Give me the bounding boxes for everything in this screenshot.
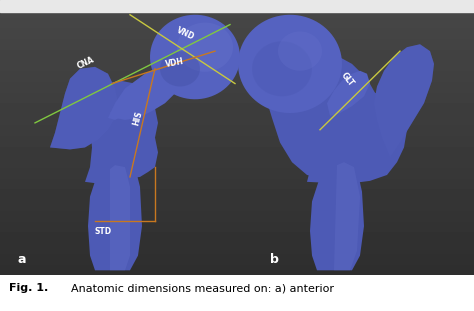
Polygon shape (88, 162, 142, 270)
Polygon shape (50, 67, 118, 149)
Polygon shape (238, 15, 342, 113)
Polygon shape (310, 162, 364, 270)
Text: a: a (18, 253, 27, 267)
Polygon shape (262, 49, 382, 179)
Polygon shape (160, 51, 200, 86)
Text: VDH: VDH (165, 57, 185, 69)
Text: STD: STD (95, 227, 112, 236)
Text: VND: VND (175, 25, 196, 41)
Text: b: b (270, 253, 279, 267)
Text: Fig. 1.: Fig. 1. (9, 283, 49, 293)
Text: CNA: CNA (76, 55, 96, 71)
Polygon shape (177, 23, 233, 72)
Polygon shape (85, 81, 158, 185)
Polygon shape (88, 113, 158, 180)
Text: GLT: GLT (339, 71, 355, 89)
Polygon shape (307, 88, 407, 184)
Polygon shape (327, 71, 370, 116)
Polygon shape (278, 31, 322, 71)
Polygon shape (50, 67, 118, 149)
Bar (0, 0, 474, 12)
Polygon shape (252, 41, 312, 96)
Polygon shape (374, 44, 434, 157)
Polygon shape (110, 69, 180, 120)
Polygon shape (374, 44, 434, 157)
Polygon shape (150, 15, 240, 99)
Polygon shape (330, 162, 360, 270)
Polygon shape (110, 165, 130, 270)
Text: Anatomic dimensions measured on: a) anterior: Anatomic dimensions measured on: a) ante… (64, 283, 334, 293)
Polygon shape (108, 59, 192, 120)
Text: HIS: HIS (132, 110, 144, 127)
